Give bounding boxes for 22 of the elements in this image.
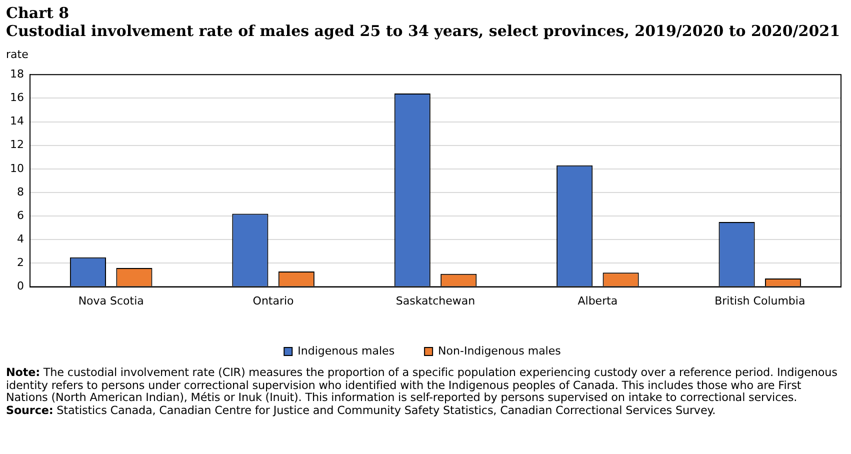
y-tick-label: 18 [10,67,24,80]
y-tick-label: 4 [16,232,24,246]
y-tick-label: 8 [16,185,24,198]
chart-subtitle: Custodial involvement rate of males aged 25 to 34 years, select provinces, 2019/2020 to 2020/2021 [6,22,842,40]
y-tick-label: 16 [10,91,24,104]
x-tick-label: Alberta [578,294,618,308]
text: Note: The custodial involvement rate (CIR) measures the proportion of a specific population experiencing custody over a reference period. Indigenous identity refers to persons under correctional supervision who identified with the Indigenous peoples of Canada. This includes those who are First Nations (North American Indian), Métis or Inuk (Inuit). This information is self-reported by persons supervised on intake to correctional services. [6,366,838,404]
x-tick-label: Nova Scotia [78,294,144,308]
y-tick-label: 0 [16,280,24,293]
legend-label: Indigenous males [298,344,395,358]
y-tick-label: 14 [10,114,24,128]
y-tick-label: 6 [16,208,24,222]
source-note: Source: Statistics Canada, Canadian Centre for Justice and Community Safety Statistics, Canadian Correctional Services Survey. [6,404,717,417]
y-tick-label: 2 [16,256,24,270]
x-tick-label: Saskatchewan [396,294,476,308]
y-axis-title: rate [6,48,30,62]
x-tick-label: Ontario [252,294,294,308]
chart-title: Chart 8 [6,4,70,22]
y-tick-label: 12 [10,138,24,152]
legend-label: Non-Indigenous males [438,344,562,358]
y-tick-label: 10 [10,162,24,175]
x-tick-label: British Columbia [714,294,806,308]
